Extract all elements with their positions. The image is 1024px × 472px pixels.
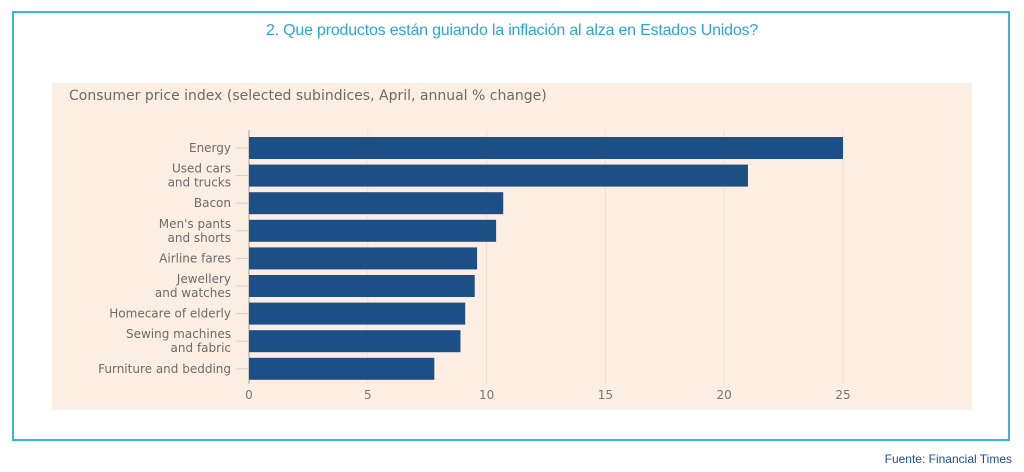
bar xyxy=(249,302,466,325)
source-note: Fuente: Financial Times xyxy=(884,452,1012,466)
category-label: Bacon xyxy=(194,196,231,210)
bar xyxy=(249,275,475,297)
category-label: Furniture and bedding xyxy=(98,362,231,376)
page-title: 2. Que productos están guiando la inflac… xyxy=(265,22,759,39)
category-labels: Energy Used cars and trucks Bacon Men's pant… xyxy=(98,141,249,376)
x-tick-label: 20 xyxy=(717,388,732,402)
x-tick-label: 5 xyxy=(364,388,372,402)
bar xyxy=(249,247,478,270)
category-label: Energy xyxy=(189,141,231,155)
chart-title: Consumer price index (selected subindice… xyxy=(69,88,547,104)
category-label: Jewellery and watches xyxy=(155,272,231,300)
category-label: Airline fares xyxy=(159,251,231,265)
x-tick-label: 15 xyxy=(598,388,613,402)
bar xyxy=(249,192,504,215)
x-tick-label: 10 xyxy=(479,388,494,402)
bar xyxy=(249,357,435,380)
bar xyxy=(249,164,748,187)
bar xyxy=(249,330,461,353)
bar xyxy=(249,137,843,159)
x-axis-ticks: 0 5 10 15 20 25 xyxy=(245,388,850,402)
x-tick-label: 0 xyxy=(245,388,253,402)
category-label: Used cars and trucks xyxy=(168,162,231,190)
category-label: Sewing machines and fabric xyxy=(126,327,231,355)
category-label: Homecare of elderly xyxy=(109,307,231,321)
bar xyxy=(249,219,497,242)
bars xyxy=(249,137,843,380)
category-label: Men's pants and shorts xyxy=(159,217,231,245)
x-tick-label: 25 xyxy=(835,388,850,402)
